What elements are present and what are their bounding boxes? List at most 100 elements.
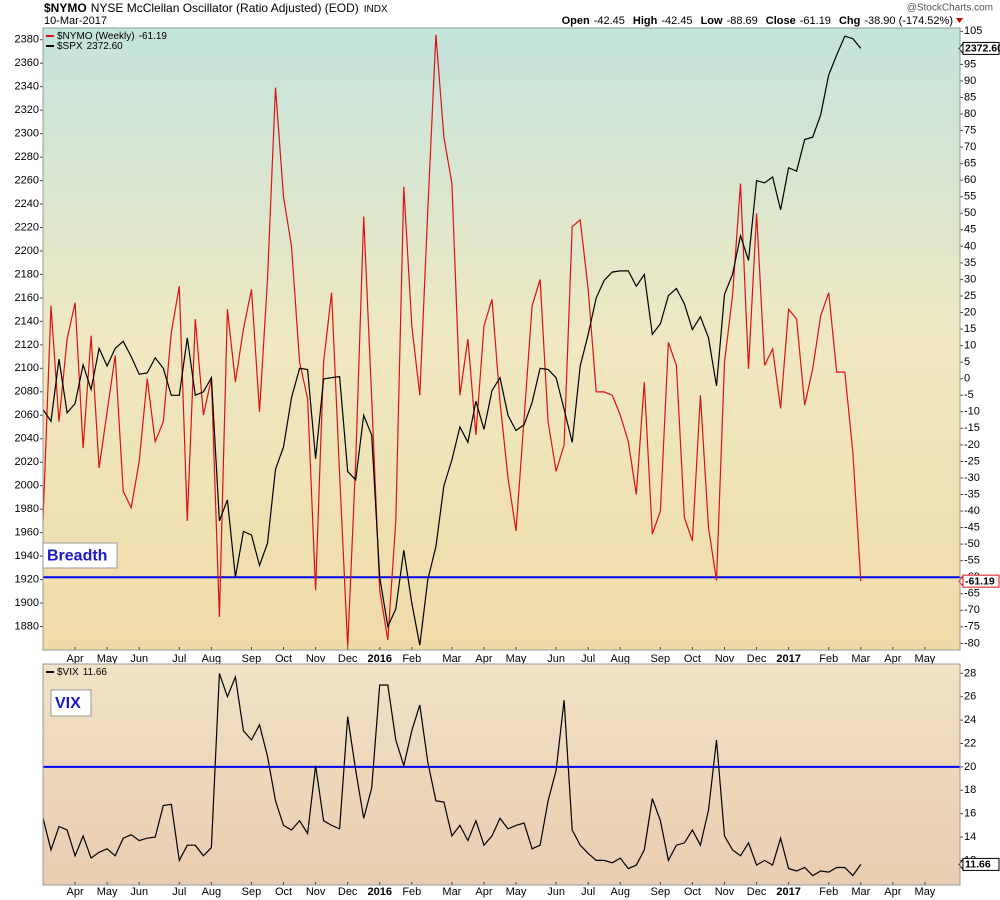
x-tick-label: Oct bbox=[275, 886, 292, 898]
quote-value: -42.45 bbox=[594, 15, 625, 27]
x-tick-label: Dec bbox=[338, 886, 358, 898]
y-tick-label: 2360 bbox=[15, 57, 39, 69]
last-value-label: 11.66 bbox=[965, 859, 991, 871]
x-tick-label: Oct bbox=[684, 886, 701, 898]
x-tick-label: Feb bbox=[402, 886, 421, 898]
y-tick-label: 60 bbox=[964, 174, 976, 186]
y-tick-label: -65 bbox=[964, 588, 980, 600]
y-tick-label: -55 bbox=[964, 555, 980, 567]
x-tick-label: Apr bbox=[67, 886, 84, 898]
y-tick-label: 2240 bbox=[15, 198, 39, 210]
x-tick-label: Jul bbox=[172, 653, 186, 665]
annotation-box bbox=[42, 542, 118, 569]
annotation: Breadth bbox=[47, 548, 107, 565]
plot-frame bbox=[42, 27, 961, 651]
y-tick-label: -45 bbox=[964, 521, 980, 533]
y-tick-label: 2220 bbox=[15, 221, 39, 233]
x-tick-label: Jun bbox=[547, 886, 565, 898]
legend-name: $VIX bbox=[57, 667, 79, 678]
x-tick-label: Dec bbox=[338, 653, 358, 665]
y-tick-label: -20 bbox=[964, 439, 980, 451]
y-tick-label: -40 bbox=[964, 505, 980, 517]
y-tick-label: 28 bbox=[964, 667, 976, 679]
x-tick-label: Aug bbox=[610, 653, 630, 665]
y-tick-label: 1960 bbox=[15, 527, 39, 539]
y-tick-label: 2060 bbox=[15, 409, 39, 421]
y-tick-label: 95 bbox=[964, 58, 976, 70]
chart-header-title: $NYMO NYSE McClellan Oscillator (Ratio Ad… bbox=[44, 1, 388, 15]
y-tick-label: -30 bbox=[964, 472, 980, 484]
y-tick-label: -10 bbox=[964, 406, 980, 418]
y-tick-label: 22 bbox=[964, 737, 976, 749]
legend-entry: $VIX 11.66 bbox=[57, 667, 107, 678]
quote-label: Low bbox=[701, 15, 723, 27]
y-tick-label: 1940 bbox=[15, 550, 39, 562]
x-tick-label: Feb bbox=[819, 886, 838, 898]
last-value-box bbox=[962, 41, 1000, 55]
x-tick-label: Mar bbox=[442, 886, 461, 898]
x-tick-label: Jul bbox=[581, 886, 595, 898]
y-tick-label: 2380 bbox=[15, 34, 39, 46]
x-tick-label: Mar bbox=[851, 886, 870, 898]
x-tick-label: Apr bbox=[67, 653, 84, 665]
y-tick-label: 2300 bbox=[15, 128, 39, 140]
x-tick-label: Aug bbox=[202, 886, 222, 898]
x-tick-label: Jun bbox=[130, 653, 148, 665]
x-tick-label: May bbox=[915, 886, 936, 898]
y-tick-label: 85 bbox=[964, 91, 976, 103]
y-tick-label: 2040 bbox=[15, 433, 39, 445]
x-tick-label: May bbox=[97, 653, 118, 665]
y-tick-label: 24 bbox=[964, 714, 976, 726]
last-value-label: -61.19 bbox=[965, 575, 995, 587]
legend-entry: $NYMO (Weekly) -61.19 bbox=[57, 31, 167, 42]
legend-value: -61.19 bbox=[139, 31, 168, 42]
y-tick-label: 20 bbox=[964, 306, 976, 318]
down-arrow bbox=[956, 18, 963, 23]
y-tick-label: 2180 bbox=[15, 268, 39, 280]
x-tick-label: 2016 bbox=[367, 886, 391, 898]
y-tick-label: 1980 bbox=[15, 503, 39, 515]
y-tick-label: 25 bbox=[964, 290, 976, 302]
last-value-label: 2372.60 bbox=[965, 43, 1000, 55]
x-tick-label: Jun bbox=[130, 886, 148, 898]
series-line bbox=[42, 34, 862, 647]
quote-label: High bbox=[633, 15, 658, 27]
x-tick-label: Aug bbox=[610, 886, 630, 898]
y-tick-label: 65 bbox=[964, 158, 976, 170]
y-tick-label: 2120 bbox=[15, 339, 39, 351]
y-tick-label: 14 bbox=[964, 831, 976, 843]
x-tick-label: Apr bbox=[475, 886, 492, 898]
x-tick-label: Nov bbox=[306, 886, 326, 898]
y-tick-label: 2320 bbox=[15, 104, 39, 116]
x-tick-label: Sep bbox=[242, 886, 262, 898]
x-tick-label: Oct bbox=[275, 653, 292, 665]
series-line bbox=[42, 673, 862, 877]
x-tick-label: Dec bbox=[747, 886, 767, 898]
series-line bbox=[42, 35, 862, 646]
y-tick-label: 0 bbox=[964, 373, 970, 385]
quote-value: -38.90 (-174.52%) bbox=[864, 15, 953, 27]
quote-value: -61.19 bbox=[800, 15, 831, 27]
quote: Open -42.45 High -42.45 Low -88.69 Close -61.19… bbox=[562, 15, 953, 27]
x-tick-label: May bbox=[506, 886, 527, 898]
y-tick-label: 2280 bbox=[15, 151, 39, 163]
x-tick-label: Feb bbox=[402, 653, 421, 665]
y-tick-label: 18 bbox=[964, 784, 976, 796]
x-tick-label: Sep bbox=[242, 653, 262, 665]
x-tick-label: Mar bbox=[442, 653, 461, 665]
x-tick-label: Sep bbox=[651, 886, 671, 898]
x-tick-label: 2017 bbox=[776, 886, 800, 898]
y-tick-label: -35 bbox=[964, 488, 980, 500]
y-tick-label: 1880 bbox=[15, 620, 39, 632]
annotation-box bbox=[50, 689, 92, 717]
y-tick-label: 5 bbox=[964, 356, 970, 368]
x-tick-label: Oct bbox=[684, 653, 701, 665]
y-tick-label: 2260 bbox=[15, 174, 39, 186]
x-tick-label: Nov bbox=[306, 653, 326, 665]
x-tick-label: May bbox=[915, 653, 936, 665]
y-tick-label: 2000 bbox=[15, 480, 39, 492]
x-tick-label: 2016 bbox=[367, 653, 391, 665]
symbol: $NYMO bbox=[44, 1, 87, 15]
y-tick-label: 50 bbox=[964, 207, 976, 219]
symbol-name: NYSE McClellan Oscillator (Ratio Adjuste… bbox=[91, 1, 359, 15]
